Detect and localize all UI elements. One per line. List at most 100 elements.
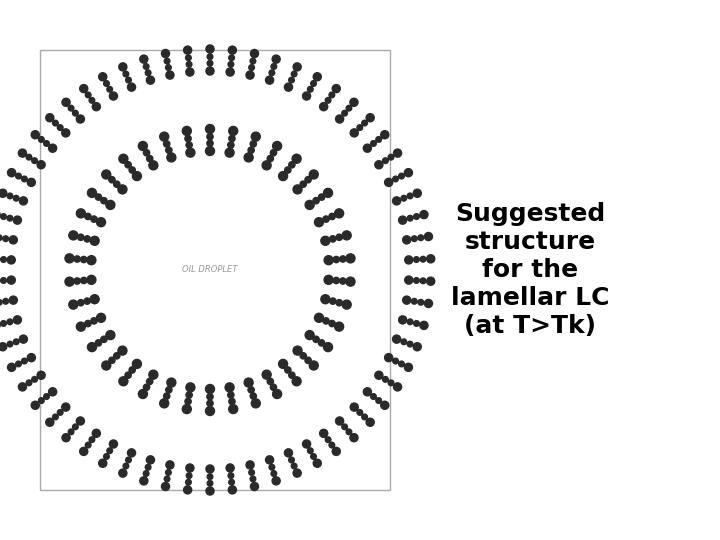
Circle shape [424, 299, 433, 307]
Circle shape [31, 131, 40, 139]
Circle shape [427, 255, 435, 263]
Circle shape [324, 275, 333, 285]
Circle shape [251, 132, 261, 141]
Circle shape [250, 476, 256, 482]
Circle shape [266, 76, 274, 84]
Circle shape [106, 200, 115, 210]
Circle shape [26, 154, 32, 160]
Circle shape [284, 449, 292, 457]
Circle shape [392, 176, 398, 182]
Circle shape [350, 434, 358, 442]
Circle shape [91, 318, 97, 324]
Circle shape [350, 403, 359, 411]
Circle shape [229, 404, 238, 414]
Circle shape [413, 256, 419, 262]
Circle shape [366, 114, 374, 122]
Circle shape [53, 120, 58, 126]
Circle shape [228, 142, 234, 148]
Circle shape [392, 197, 400, 205]
Circle shape [102, 361, 111, 370]
Circle shape [166, 470, 171, 475]
Circle shape [366, 418, 374, 426]
Circle shape [129, 367, 135, 373]
Circle shape [146, 456, 155, 464]
Circle shape [160, 132, 168, 141]
Circle shape [123, 71, 129, 77]
Circle shape [392, 358, 398, 364]
Circle shape [22, 176, 27, 182]
Circle shape [315, 218, 323, 227]
Circle shape [305, 330, 314, 340]
Circle shape [273, 389, 282, 399]
Circle shape [392, 335, 400, 343]
Circle shape [80, 447, 88, 455]
Circle shape [420, 211, 428, 219]
Circle shape [27, 354, 35, 362]
Circle shape [329, 442, 335, 448]
Circle shape [87, 342, 96, 352]
Circle shape [46, 114, 54, 122]
Circle shape [284, 83, 292, 91]
Circle shape [228, 486, 236, 494]
Circle shape [335, 209, 343, 218]
Circle shape [207, 394, 213, 400]
Circle shape [186, 142, 192, 148]
Circle shape [118, 185, 127, 194]
Circle shape [388, 154, 394, 160]
Circle shape [38, 137, 44, 142]
Circle shape [149, 161, 158, 170]
Circle shape [68, 105, 74, 111]
Circle shape [78, 234, 84, 240]
Circle shape [19, 383, 27, 391]
Circle shape [408, 319, 413, 325]
Circle shape [161, 482, 170, 490]
Circle shape [250, 393, 256, 399]
Circle shape [413, 189, 421, 197]
Circle shape [229, 55, 235, 60]
Circle shape [307, 448, 313, 454]
Circle shape [376, 398, 382, 403]
Circle shape [246, 71, 254, 79]
Circle shape [324, 255, 333, 265]
Circle shape [262, 370, 271, 379]
Circle shape [302, 92, 310, 100]
Circle shape [186, 62, 192, 67]
Circle shape [408, 341, 413, 347]
Circle shape [95, 194, 102, 200]
Circle shape [333, 278, 339, 284]
Circle shape [126, 457, 131, 463]
Circle shape [207, 140, 213, 146]
Circle shape [207, 54, 213, 59]
Circle shape [14, 339, 19, 345]
Circle shape [405, 276, 413, 284]
Circle shape [62, 98, 70, 106]
Circle shape [399, 361, 405, 367]
Circle shape [350, 129, 359, 137]
Circle shape [346, 277, 355, 286]
Circle shape [408, 193, 413, 199]
Circle shape [412, 299, 417, 304]
Circle shape [267, 156, 274, 161]
Circle shape [292, 463, 297, 469]
Circle shape [248, 387, 254, 393]
Circle shape [182, 126, 192, 136]
Circle shape [402, 296, 410, 304]
Circle shape [320, 103, 328, 111]
Circle shape [346, 429, 352, 435]
Circle shape [309, 361, 318, 370]
Circle shape [399, 216, 407, 224]
Circle shape [125, 161, 131, 168]
Circle shape [313, 73, 321, 81]
Circle shape [143, 384, 150, 390]
Circle shape [19, 335, 27, 343]
Circle shape [321, 295, 330, 303]
Circle shape [184, 46, 192, 54]
Circle shape [32, 158, 37, 164]
Circle shape [267, 379, 274, 384]
Circle shape [164, 476, 170, 482]
Circle shape [350, 98, 358, 106]
Circle shape [91, 216, 97, 222]
Circle shape [325, 98, 331, 103]
Circle shape [405, 363, 413, 372]
Circle shape [186, 392, 192, 398]
